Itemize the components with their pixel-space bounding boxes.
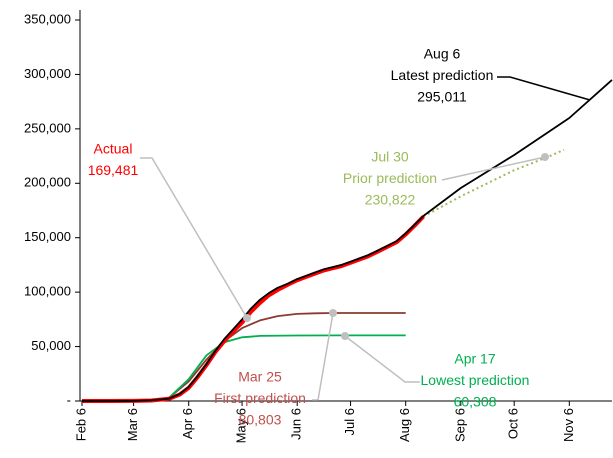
- annotation: Lowest prediction: [421, 372, 530, 388]
- leader-line: [441, 156, 546, 181]
- y-tick-label: 300,000: [24, 66, 71, 81]
- x-tick-label: Nov 6: [561, 408, 576, 442]
- x-tick-label: Jul 6: [342, 408, 357, 435]
- y-tick-label: 50,000: [31, 338, 71, 353]
- annotation: First prediction: [214, 390, 306, 406]
- annotation: Jul 30: [371, 149, 409, 165]
- leader-dot: [329, 309, 337, 317]
- leader-line: [312, 312, 334, 401]
- leader-line: [140, 157, 248, 319]
- annotation: Prior prediction: [343, 170, 437, 186]
- series-line: [82, 79, 613, 402]
- leader-line: [497, 76, 591, 101]
- series-line: [423, 148, 565, 218]
- leader-dot: [341, 332, 349, 340]
- annotation: Aug 6: [424, 46, 461, 62]
- x-tick-label: Oct 6: [506, 408, 521, 439]
- x-tick-label: Apr 6: [180, 408, 195, 439]
- y-tick-label: -: [67, 392, 71, 407]
- x-tick-label: May 6: [234, 408, 249, 443]
- annotation: 60,308: [454, 394, 497, 410]
- annotation: Actual: [94, 141, 133, 157]
- leader-dot: [541, 153, 549, 161]
- leader-line: [344, 335, 420, 383]
- annotation: Apr 17: [454, 351, 495, 367]
- x-tick-label: Mar 6: [125, 408, 140, 441]
- x-tick-label: Jun 6: [289, 408, 304, 440]
- annotation: 230,822: [365, 192, 416, 208]
- y-tick-label: 100,000: [24, 284, 71, 299]
- y-tick-label: 200,000: [24, 175, 71, 190]
- annotation: 295,011: [417, 89, 467, 105]
- x-tick-label: Aug 6: [397, 408, 412, 442]
- series-line: [151, 334, 406, 402]
- annotation: Latest prediction: [391, 67, 494, 83]
- x-tick-label: Sep 6: [452, 408, 467, 442]
- y-tick-label: 250,000: [24, 120, 71, 135]
- series-line: [151, 312, 406, 402]
- x-tick-label: Feb 6: [73, 408, 88, 441]
- leader-dot: [243, 314, 251, 322]
- y-tick-label: 150,000: [24, 229, 71, 244]
- annotation: 169,481: [88, 162, 139, 178]
- annotation: Mar 25: [238, 369, 282, 385]
- annotation: 80,803: [239, 412, 282, 428]
- y-tick-label: 350,000: [24, 11, 71, 26]
